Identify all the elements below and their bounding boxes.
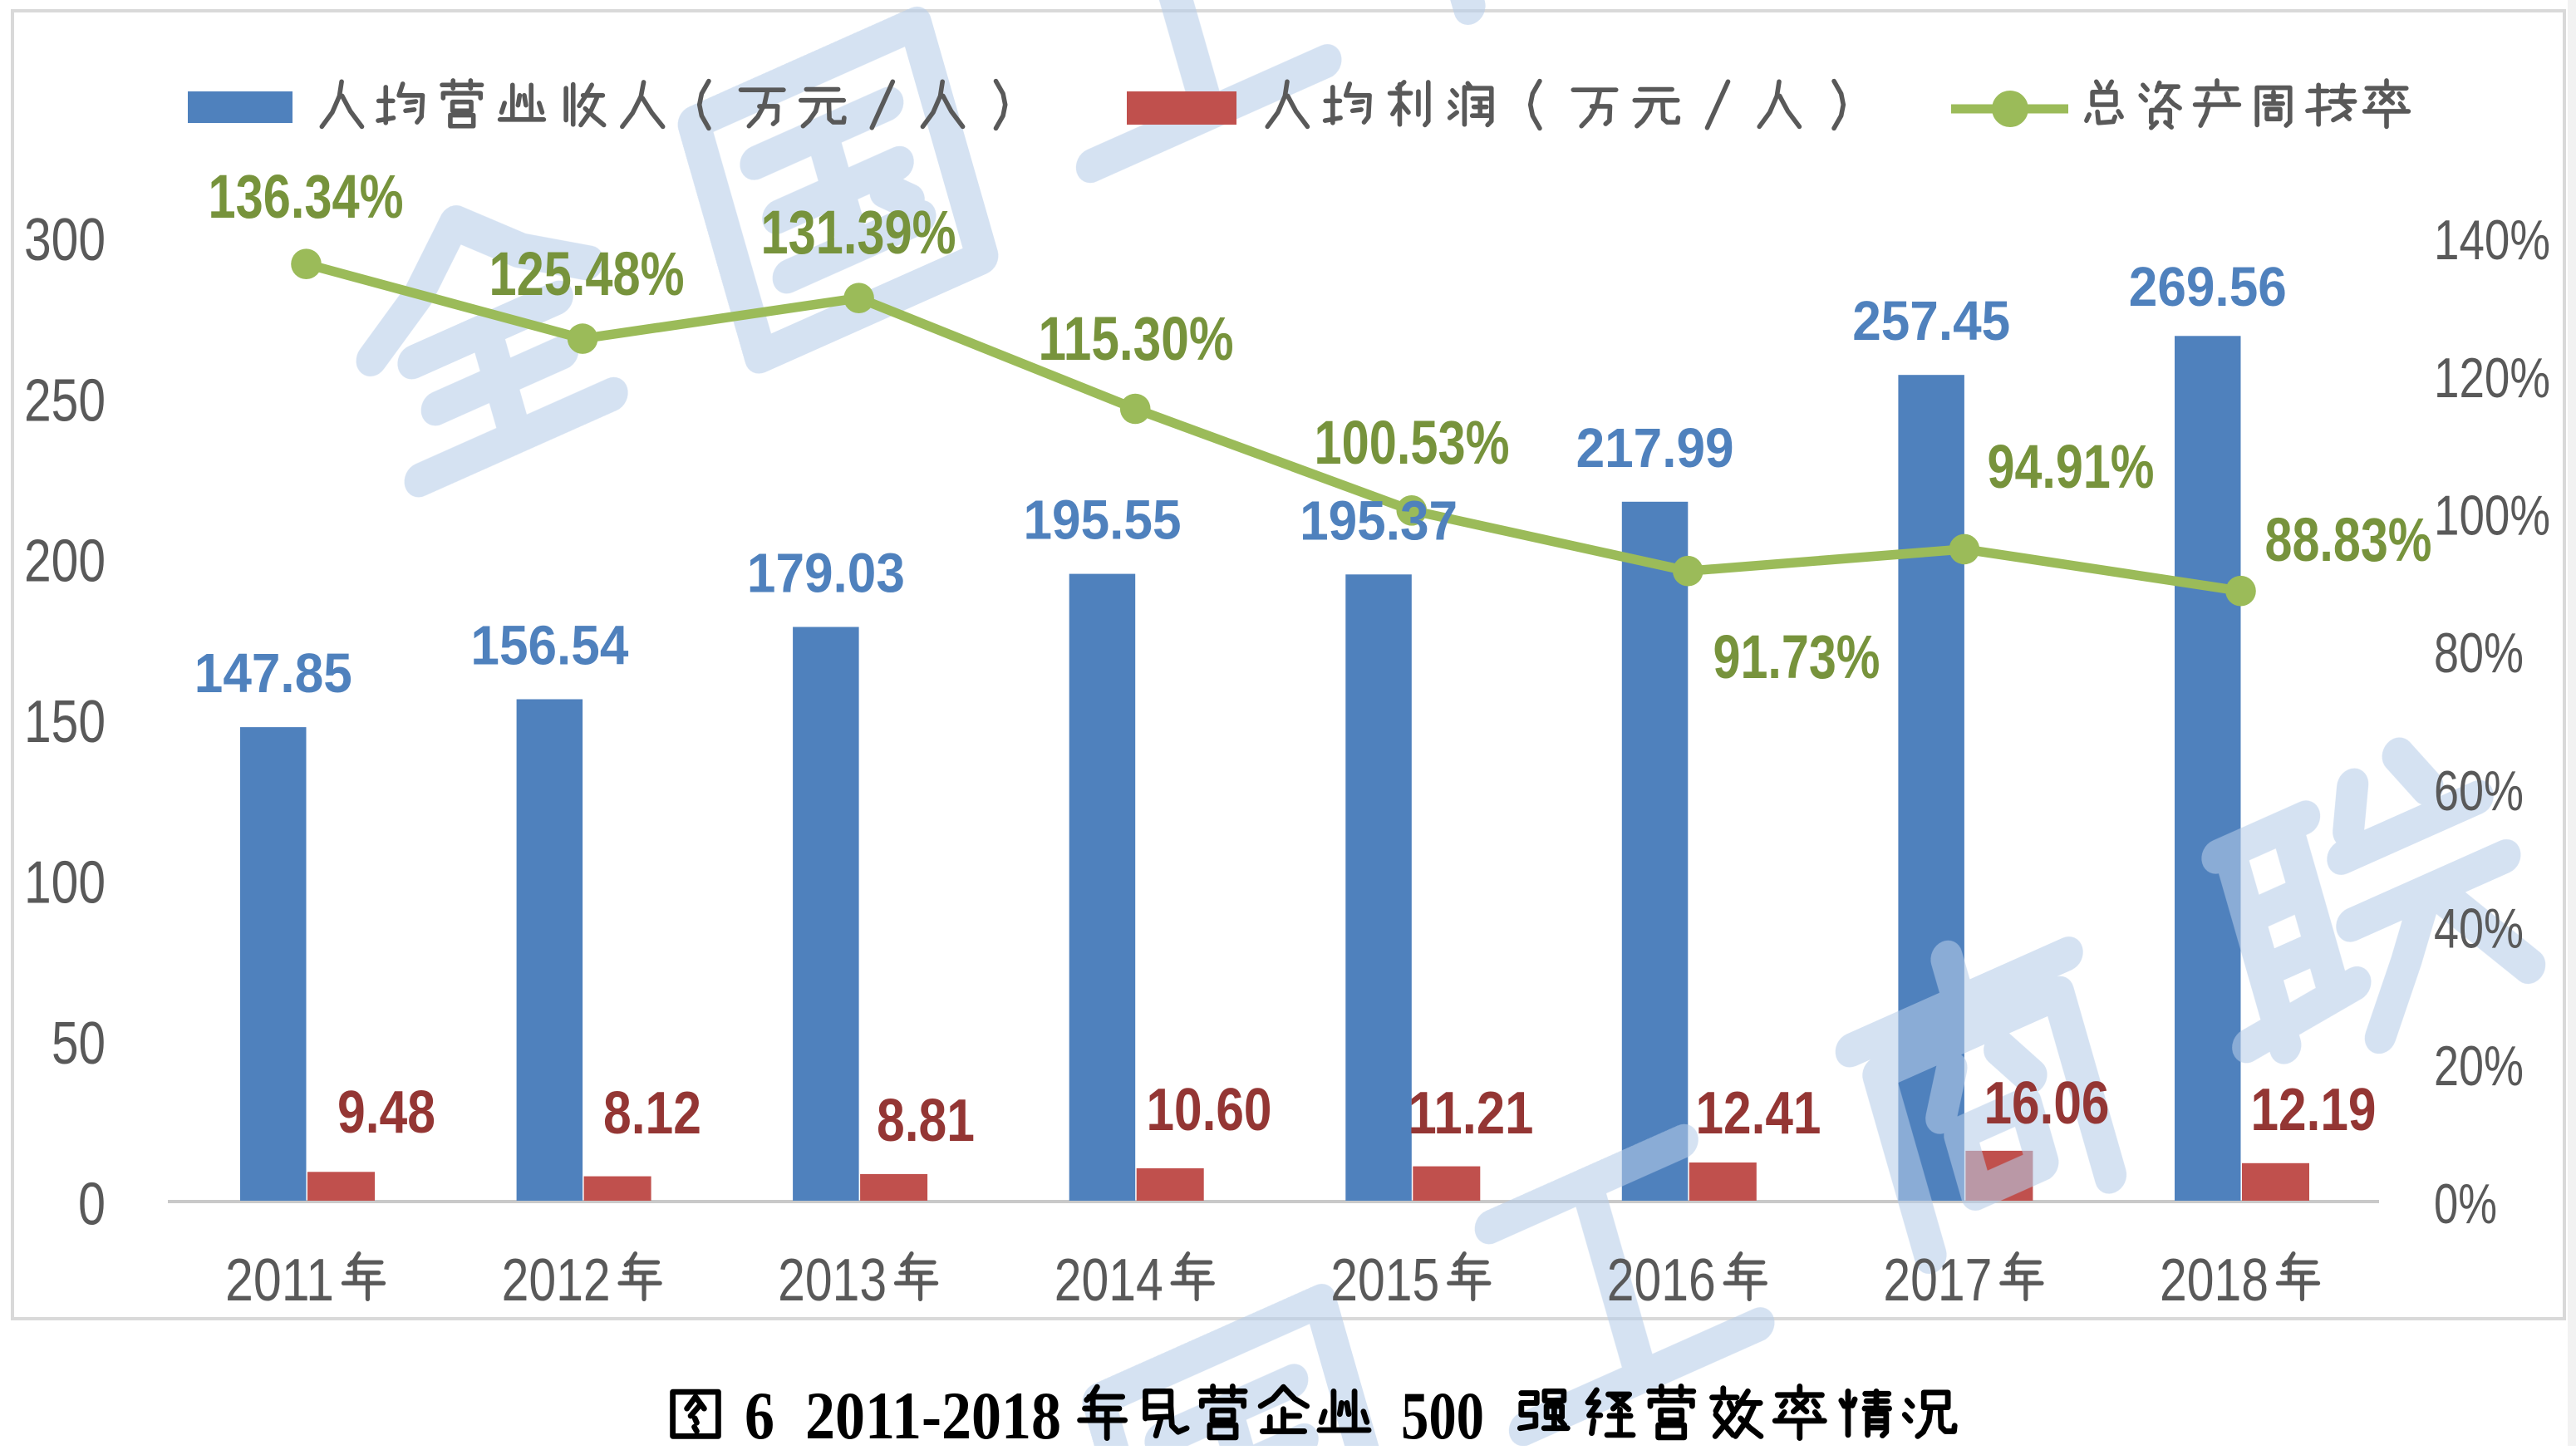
svg-text:0%: 0% — [2434, 1172, 2497, 1236]
svg-text:115.30%: 115.30% — [1039, 304, 1234, 373]
svg-text:2011: 2011 — [225, 1247, 334, 1314]
svg-text:40%: 40% — [2434, 897, 2524, 961]
svg-text:6: 6 — [745, 1378, 774, 1446]
svg-text:2017: 2017 — [1883, 1247, 1992, 1314]
svg-text:94.91%: 94.91% — [1988, 432, 2155, 501]
svg-text:0: 0 — [78, 1171, 106, 1237]
svg-text:91.73%: 91.73% — [1713, 622, 1880, 691]
svg-text:88.83%: 88.83% — [2265, 505, 2432, 574]
svg-text:125.48%: 125.48% — [489, 239, 685, 308]
svg-text:100: 100 — [24, 850, 106, 917]
svg-text:140%: 140% — [2434, 209, 2550, 272]
svg-text:80%: 80% — [2434, 622, 2524, 685]
svg-text:2012: 2012 — [502, 1247, 611, 1314]
svg-text:10.60: 10.60 — [1147, 1077, 1272, 1143]
svg-text:8.12: 8.12 — [603, 1080, 701, 1147]
svg-text:217.99: 217.99 — [1576, 417, 1734, 479]
svg-text:8.81: 8.81 — [877, 1088, 975, 1154]
svg-text:150: 150 — [24, 689, 106, 755]
svg-text:500: 500 — [1401, 1378, 1484, 1446]
svg-text:257.45: 257.45 — [1852, 290, 2010, 352]
svg-text:300: 300 — [24, 207, 106, 273]
svg-text:2014: 2014 — [1054, 1247, 1163, 1314]
svg-text:200: 200 — [24, 528, 106, 595]
svg-text:20%: 20% — [2434, 1035, 2524, 1098]
svg-text:50: 50 — [52, 1010, 106, 1077]
svg-text:179.03: 179.03 — [747, 543, 905, 605]
svg-text:269.56: 269.56 — [2129, 256, 2287, 318]
svg-text:2016: 2016 — [1607, 1247, 1716, 1314]
svg-text:2011-2018: 2011-2018 — [805, 1378, 1061, 1446]
svg-text:250: 250 — [24, 367, 106, 434]
svg-text:131.39%: 131.39% — [761, 198, 956, 267]
svg-text:195.37: 195.37 — [1300, 489, 1458, 552]
svg-text:147.85: 147.85 — [194, 642, 352, 705]
svg-text:16.06: 16.06 — [1984, 1070, 2110, 1137]
svg-text:195.55: 195.55 — [1024, 489, 1182, 552]
svg-text:120%: 120% — [2434, 347, 2550, 410]
svg-text:9.48: 9.48 — [337, 1079, 435, 1146]
svg-text:12.41: 12.41 — [1696, 1080, 1821, 1147]
svg-text:12.19: 12.19 — [2251, 1077, 2377, 1143]
svg-text:2015: 2015 — [1330, 1247, 1439, 1314]
svg-text:2013: 2013 — [778, 1247, 887, 1314]
svg-text:156.54: 156.54 — [470, 615, 628, 677]
svg-text:2018: 2018 — [2160, 1247, 2269, 1314]
svg-text:100.53%: 100.53% — [1315, 408, 1510, 477]
svg-text:60%: 60% — [2434, 759, 2524, 823]
svg-text:136.34%: 136.34% — [209, 162, 404, 231]
svg-text:100%: 100% — [2434, 484, 2550, 548]
svg-text:11.21: 11.21 — [1408, 1080, 1534, 1147]
